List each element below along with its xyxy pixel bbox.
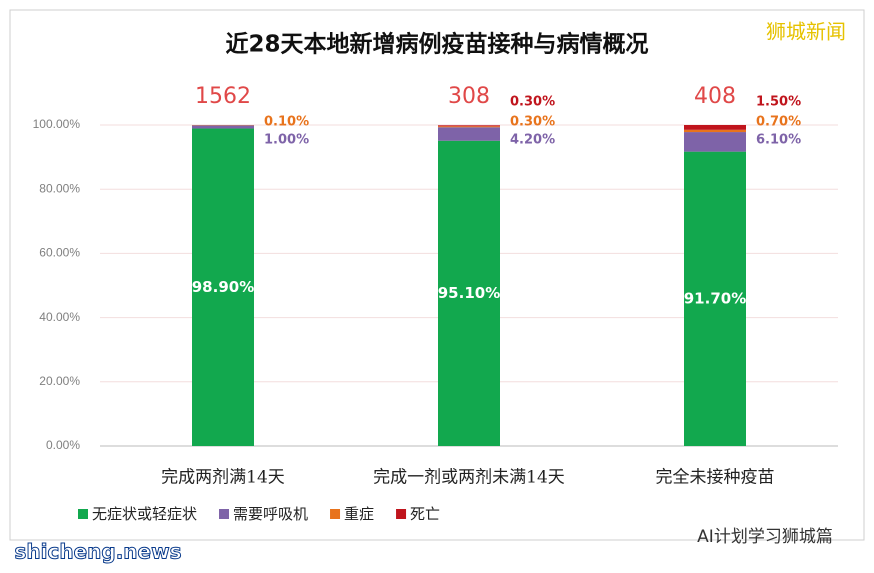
bar-segment	[192, 125, 254, 129]
bar-segment	[438, 140, 500, 446]
chart-title: 近28天本地新增病例疫苗接种与病情概况	[225, 31, 648, 58]
x-tick-label: 完成两剂满14天	[161, 468, 285, 488]
bar-segment	[438, 125, 500, 127]
y-tick-label: 20.00%	[39, 374, 80, 388]
value-label: 0.10%	[264, 115, 309, 130]
value-label: 0.30%	[510, 95, 555, 110]
bar-segment	[684, 129, 746, 133]
legend-label: 重症	[344, 505, 374, 523]
value-label: 1.50%	[756, 95, 801, 110]
watermark: AI计划学习狮城篇	[697, 527, 833, 547]
bar-segment	[684, 132, 746, 152]
legend-swatch	[219, 509, 230, 519]
value-label: 6.10%	[756, 133, 801, 148]
x-tick-label: 完成一剂或两剂未满14天	[373, 468, 565, 488]
y-tick-label: 0.00%	[46, 438, 80, 452]
bar-segment	[438, 126, 500, 128]
legend-label: 需要呼吸机	[233, 505, 308, 523]
value-label: 0.70%	[756, 115, 801, 130]
bar-segment	[192, 128, 254, 446]
legend-label: 无症状或轻症状	[92, 505, 197, 523]
value-label: 1.00%	[264, 133, 309, 148]
y-tick-label: 40.00%	[39, 310, 80, 324]
total-label: 308	[448, 84, 490, 109]
total-label: 1562	[195, 84, 251, 109]
value-label: 95.10%	[438, 284, 500, 302]
bar-segment	[684, 125, 746, 130]
y-tick-label: 60.00%	[39, 246, 80, 260]
value-label: 91.70%	[684, 289, 746, 307]
value-label: 4.20%	[510, 133, 555, 148]
total-label: 408	[694, 84, 736, 109]
legend-swatch	[330, 509, 341, 519]
watermark: shicheng.news	[15, 540, 182, 564]
bar-segment	[684, 151, 746, 446]
legend-swatch	[396, 509, 407, 519]
bar-segment	[438, 127, 500, 141]
y-tick-label: 80.00%	[39, 181, 80, 195]
value-label: 98.90%	[192, 278, 254, 296]
legend-label: 死亡	[410, 505, 440, 523]
watermark: 狮城新闻	[766, 20, 846, 44]
value-label: 0.30%	[510, 115, 555, 130]
x-tick-label: 完全未接种疫苗	[656, 468, 775, 488]
y-tick-label: 100.00%	[33, 117, 81, 131]
legend-swatch	[78, 509, 88, 519]
